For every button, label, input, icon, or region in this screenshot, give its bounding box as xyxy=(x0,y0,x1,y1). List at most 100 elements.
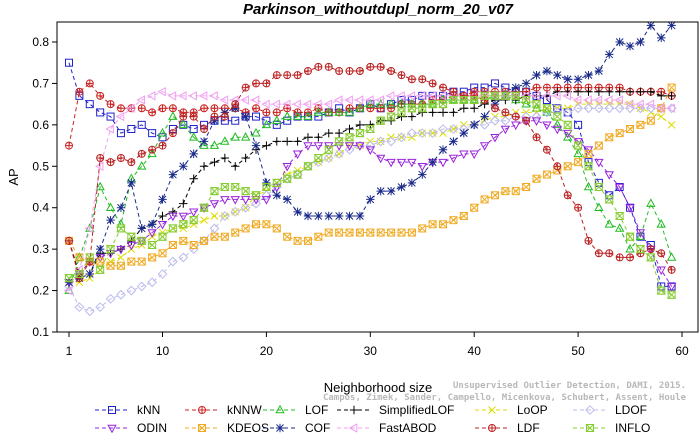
data-point xyxy=(584,149,593,158)
data-point xyxy=(292,150,303,160)
x-tick-label: 20 xyxy=(260,344,274,358)
data-point xyxy=(344,95,353,105)
series-line xyxy=(68,91,672,291)
data-point xyxy=(96,108,105,117)
data-point xyxy=(355,228,364,237)
legend: kNN kNNW LOF SimplifiedLOF LoOP LDOF ODIN KDEOS… xyxy=(95,403,650,434)
data-point xyxy=(106,257,115,266)
data-point xyxy=(348,423,358,433)
data-point xyxy=(574,120,583,129)
legend-entry-LOF: LOF xyxy=(263,403,328,417)
data-point xyxy=(657,112,666,121)
data-point xyxy=(563,75,572,84)
data-point xyxy=(355,142,365,151)
data-point xyxy=(438,100,448,109)
data-point xyxy=(272,108,281,117)
data-point xyxy=(179,162,188,171)
data-point xyxy=(376,186,385,196)
data-point xyxy=(334,107,344,116)
series-KDEOS xyxy=(65,83,676,270)
data-point xyxy=(116,245,126,255)
data-point xyxy=(335,228,344,237)
data-point xyxy=(574,203,583,212)
data-point xyxy=(605,50,614,59)
data-point xyxy=(220,196,230,205)
data-point xyxy=(137,257,146,266)
data-point xyxy=(407,98,417,108)
data-point xyxy=(407,112,417,121)
data-point xyxy=(230,183,240,191)
data-point xyxy=(261,196,272,205)
data-point xyxy=(292,99,301,109)
data-point xyxy=(303,67,312,75)
data-point xyxy=(417,104,427,113)
data-point xyxy=(657,282,666,291)
data-point xyxy=(168,241,177,249)
data-point xyxy=(75,274,84,283)
data-point xyxy=(105,124,114,134)
data-point xyxy=(252,220,261,229)
data-point xyxy=(188,91,197,101)
data-point xyxy=(84,306,95,317)
data-point xyxy=(344,133,355,142)
data-point xyxy=(261,119,272,129)
legend-entry-ODIN: ODIN xyxy=(95,421,167,434)
data-point xyxy=(366,228,375,237)
data-point xyxy=(532,70,541,80)
data-point xyxy=(283,71,292,80)
data-point xyxy=(314,112,323,121)
data-point xyxy=(563,132,573,141)
data-point xyxy=(605,249,614,258)
data-point xyxy=(448,124,459,134)
data-point xyxy=(251,191,261,200)
data-point xyxy=(127,236,136,246)
data-point xyxy=(220,108,230,117)
data-point xyxy=(220,232,229,241)
data-point xyxy=(427,91,436,101)
data-point xyxy=(188,132,199,141)
data-point xyxy=(583,95,592,105)
data-point xyxy=(510,91,520,101)
data-point xyxy=(220,183,230,191)
data-point xyxy=(397,112,406,121)
data-point xyxy=(614,212,625,220)
data-point xyxy=(271,99,281,109)
legend-entry-SimplifiedLOF: SimplifiedLOF xyxy=(337,403,454,417)
data-point xyxy=(168,104,177,113)
data-point xyxy=(511,91,521,100)
data-point xyxy=(334,148,345,159)
series-line xyxy=(68,91,672,275)
data-point xyxy=(635,99,644,109)
data-point xyxy=(314,211,323,221)
data-point xyxy=(199,204,209,213)
data-point xyxy=(105,293,116,304)
x-tick-label: 40 xyxy=(468,344,482,358)
data-point xyxy=(65,141,73,150)
data-point xyxy=(198,91,208,101)
series-SimplifiedLOF xyxy=(64,87,676,279)
data-point xyxy=(366,62,375,71)
data-point xyxy=(282,174,292,183)
data-point xyxy=(375,95,384,105)
data-point xyxy=(303,161,313,172)
data-point xyxy=(428,79,437,88)
data-point xyxy=(583,103,594,114)
data-point xyxy=(106,100,115,109)
data-point xyxy=(428,220,437,229)
data-point xyxy=(324,228,333,237)
data-point xyxy=(116,261,125,270)
data-point xyxy=(189,149,198,159)
data-point xyxy=(479,119,490,130)
data-point xyxy=(210,116,219,125)
data-point xyxy=(542,170,551,179)
data-point xyxy=(158,211,167,221)
data-point xyxy=(188,208,199,218)
data-point xyxy=(520,91,530,101)
data-point xyxy=(137,224,146,233)
data-point xyxy=(106,112,115,121)
data-point xyxy=(116,129,125,138)
series-ODIN xyxy=(64,117,677,292)
data-point xyxy=(313,99,322,109)
data-point xyxy=(563,162,572,171)
